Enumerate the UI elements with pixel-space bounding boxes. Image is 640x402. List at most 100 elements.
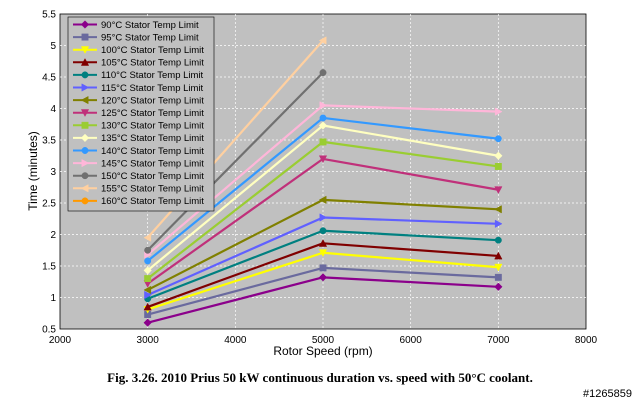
data-point [494,186,503,194]
series-4 [143,239,503,311]
data-point [494,236,502,244]
data-point [494,282,503,291]
data-point [494,205,502,214]
data-point [318,273,328,282]
y-tick-label: 3.5 [42,136,56,147]
data-point [318,239,328,247]
y-tick-label: 1 [50,293,56,304]
x-axis-ticks: 2000 3000 4000 5000 6000 7000 8000 [49,335,598,346]
x-tick-label: 7000 [487,335,510,346]
legend-label: 105°C Stator Temp Limit [101,58,204,69]
legend-marker [81,158,90,168]
data-point [319,114,327,122]
legend-label: 115°C Stator Temp Limit [101,83,204,94]
legend-label: 95°C Stator Temp Limit [101,32,199,43]
legend-entry: 125°C Stator Temp Limit [73,108,204,119]
series-9 [144,138,502,283]
legend-marker [81,147,89,154]
series-7 [143,195,502,295]
data-point [318,36,327,45]
data-point [494,151,503,160]
legend-label: 140°C Stator Temp Limit [101,146,204,157]
y-tick-label: 2 [50,230,56,241]
legend-marker [80,58,90,66]
x-tick-label: 6000 [400,335,423,346]
x-tick-label: 5000 [312,335,335,346]
legend-marker [81,121,89,129]
y-tick-label: 4.5 [42,73,56,84]
series-1 [143,273,503,327]
x-tick-label: 8000 [575,335,598,346]
legend-entry: 105°C Stator Temp Limit [73,58,204,69]
data-point [143,318,152,327]
data-point [319,69,327,77]
series-6 [144,213,503,300]
y-axis-ticks: 0.5 1 1.5 2 2.5 3 3.5 4 4.5 5 5.5 [42,10,56,336]
data-point [494,251,503,260]
legend-marker [81,197,89,205]
data-point [318,155,328,164]
series-11 [144,114,502,265]
data-point [494,219,503,228]
legend-entry: 140°C Stator Temp Limit [73,146,204,157]
data-point [144,257,152,265]
data-point [318,195,327,204]
y-tick-label: 4 [50,104,56,115]
legend-marker [81,83,90,92]
legend-label: 150°C Stator Temp Limit [101,171,204,182]
legend-entry: 135°C Stator Temp Limit [73,133,204,144]
legend-entry: 95°C Stator Temp Limit [73,32,199,43]
legend-entry: 90°C Stator Temp Limit [73,20,199,31]
legend-entry: 100°C Stator Temp Limit [73,45,204,56]
x-axis-label: Rotor Speed (rpm) [273,344,372,358]
figure-caption: Fig. 3.26. 2010 Prius 50 kW continuous d… [107,370,533,385]
data-point [318,121,328,130]
series-2 [144,264,502,318]
legend-label: 100°C Stator Temp Limit [101,45,204,56]
legend-entry: 115°C Stator Temp Limit [73,83,204,94]
legend-marker [81,172,89,180]
legend-marker [80,95,89,105]
y-tick-label: 3 [50,167,56,178]
y-tick-label: 0.5 [42,325,56,336]
data-point [144,290,152,300]
data-point [319,227,327,235]
legend-label: 125°C Stator Temp Limit [101,108,204,119]
data-point [144,246,152,254]
data-point [319,101,328,110]
data-point [143,266,152,275]
watermark: #1265859 [583,388,632,400]
legend-marker [81,33,89,41]
x-tick-label: 2000 [49,335,72,346]
chart: 0.5 1 1.5 2 2.5 3 3.5 4 4.5 5 5.5 2000 3000 4000 5000… [26,10,598,359]
x-tick-label: 3000 [137,335,160,346]
data-point [143,233,152,242]
y-tick-label: 2.5 [42,199,56,210]
data-point [319,213,328,222]
series-13 [144,69,327,254]
legend-label: 110°C Stator Temp Limit [101,70,204,81]
legend-marker [81,71,89,79]
series-10 [143,121,503,275]
legend-label: 145°C Stator Temp Limit [101,158,204,169]
y-tick-label: 1.5 [42,262,56,273]
y-tick-label: 5 [50,41,56,52]
legend-entry: 145°C Stator Temp Limit [73,158,204,169]
data-point [318,249,328,257]
legend-marker [80,133,90,143]
data-point [144,275,152,283]
series-lines [143,36,503,327]
data-point [494,273,502,281]
legend-marker [80,109,90,117]
legend-label: 90°C Stator Temp Limit [101,20,199,31]
legend-entry: 155°C Stator Temp Limit [73,184,204,195]
y-tick-label: 5.5 [42,10,56,21]
data-point [319,138,327,146]
series-line [146,71,324,252]
legend-entry: 130°C Stator Temp Limit [73,121,204,132]
legend-entry: 160°C Stator Temp Limit [73,196,204,207]
data-point [319,264,327,272]
y-axis-label: Time (minutes) [26,131,40,211]
legend-marker [80,20,90,29]
